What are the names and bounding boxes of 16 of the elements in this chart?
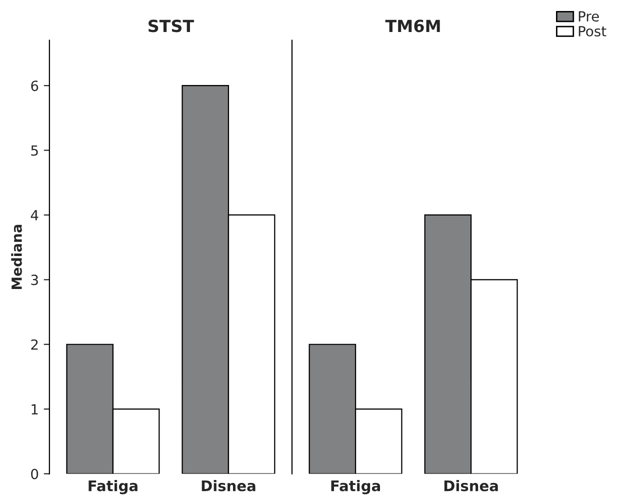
y-tick-label: 2 <box>31 339 38 350</box>
y-tick-label: 6 <box>31 80 38 92</box>
x-tick-label: Disnea <box>444 480 498 492</box>
x-tick-label: Fatiga <box>88 480 138 494</box>
x-tick-label: Fatiga <box>331 480 380 494</box>
chart-title: STST <box>148 20 194 32</box>
legend-label: Post <box>578 26 606 36</box>
x-tick-label: Disnea <box>202 480 256 492</box>
y-tick-label: 3 <box>31 274 38 286</box>
y-tick-label: 4 <box>30 210 38 220</box>
y-tick-label: 5 <box>31 145 38 156</box>
legend-label: Pre <box>578 11 599 22</box>
y-tick-label: 1 <box>32 404 38 414</box>
y-tick-label: 0 <box>31 468 38 480</box>
y-axis-title: Mediana <box>11 224 22 290</box>
chart-title: TM6M <box>385 20 440 32</box>
